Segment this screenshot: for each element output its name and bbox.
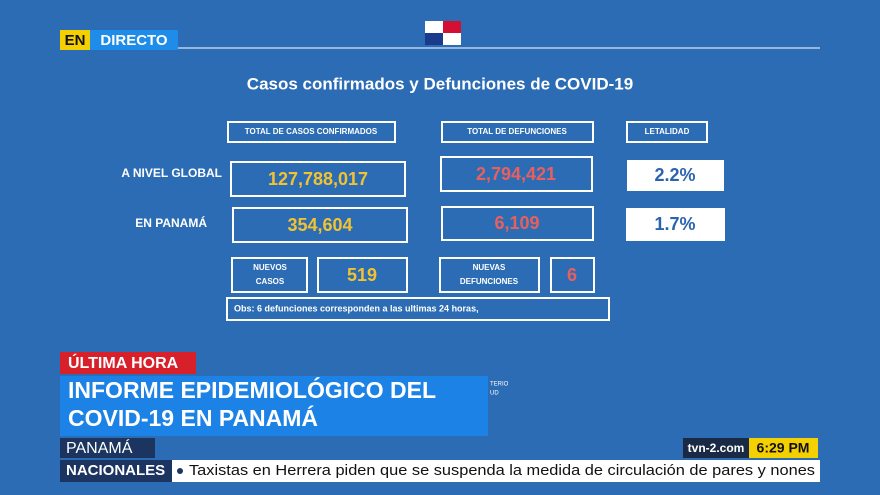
header-box xyxy=(441,121,594,143)
label-box xyxy=(231,257,308,293)
value-box xyxy=(441,206,594,241)
header: TOTAL DE DEFUNCIONES xyxy=(467,127,567,136)
deaths: 6,109 xyxy=(494,213,539,233)
new-deaths: 6 xyxy=(567,265,577,285)
new-deaths-label: DEFUNCIONES xyxy=(460,277,519,286)
note-box xyxy=(226,297,610,321)
lethality: 2.2% xyxy=(654,165,695,185)
header-box xyxy=(227,121,396,143)
channel: tvn-2.com xyxy=(688,441,745,455)
ticker-section: NACIONALES xyxy=(66,462,165,479)
location-bg xyxy=(60,438,155,458)
time: 6:29 PM xyxy=(757,440,810,456)
flag xyxy=(425,21,461,45)
tag: ÚLTIMA HORA xyxy=(68,353,179,372)
value-box xyxy=(317,257,408,293)
badge-en: EN xyxy=(65,32,86,49)
cases: 127,788,017 xyxy=(268,169,368,189)
badge-directo-bg xyxy=(90,30,178,50)
logo-fragment: TERIO xyxy=(490,382,509,388)
lethality: 1.7% xyxy=(654,214,695,234)
value-box xyxy=(550,257,595,293)
ticker-bullet xyxy=(177,468,183,474)
ticker-bg xyxy=(60,460,820,482)
location: PANAMÁ xyxy=(66,438,133,457)
new-deaths-label: NUEVAS xyxy=(473,263,506,272)
value-box xyxy=(232,207,408,243)
value-box xyxy=(440,156,593,192)
deaths: 2,794,421 xyxy=(476,164,556,184)
new-cases-label: CASOS xyxy=(256,277,285,286)
row-label: EN PANAMÁ xyxy=(135,215,207,230)
badge-directo: DIRECTO xyxy=(100,32,168,49)
lethality-box xyxy=(626,208,725,241)
headline: COVID-19 EN PANAMÁ xyxy=(68,404,318,431)
new-cases: 519 xyxy=(347,265,377,285)
new-cases-label: NUEVOS xyxy=(253,263,287,272)
logo-fragment: UD xyxy=(490,391,499,397)
slide-title: Casos confirmados y Defunciones de COVID… xyxy=(247,74,633,93)
label-box xyxy=(439,257,540,293)
headline: INFORME EPIDEMIOLÓGICO DEL xyxy=(68,376,436,403)
header-box xyxy=(626,121,708,143)
ticker-section-bg xyxy=(60,460,172,482)
lethality-box xyxy=(627,160,724,191)
row-label: A NIVEL GLOBAL xyxy=(121,166,222,180)
channel-bg xyxy=(683,438,749,458)
header: LETALIDAD xyxy=(645,127,690,136)
ticker-text: Taxistas en Herrera piden que se suspend… xyxy=(189,462,815,479)
tag-bg xyxy=(60,352,196,374)
cases: 354,604 xyxy=(287,215,352,235)
header: TOTAL DE CASOS CONFIRMADOS xyxy=(245,127,378,136)
headline-bg xyxy=(60,376,488,436)
time-bg xyxy=(749,438,818,458)
value-box xyxy=(230,161,406,197)
note: Obs: 6 defunciones corresponden a las ul… xyxy=(234,303,479,313)
badge-en-bg xyxy=(60,30,90,50)
